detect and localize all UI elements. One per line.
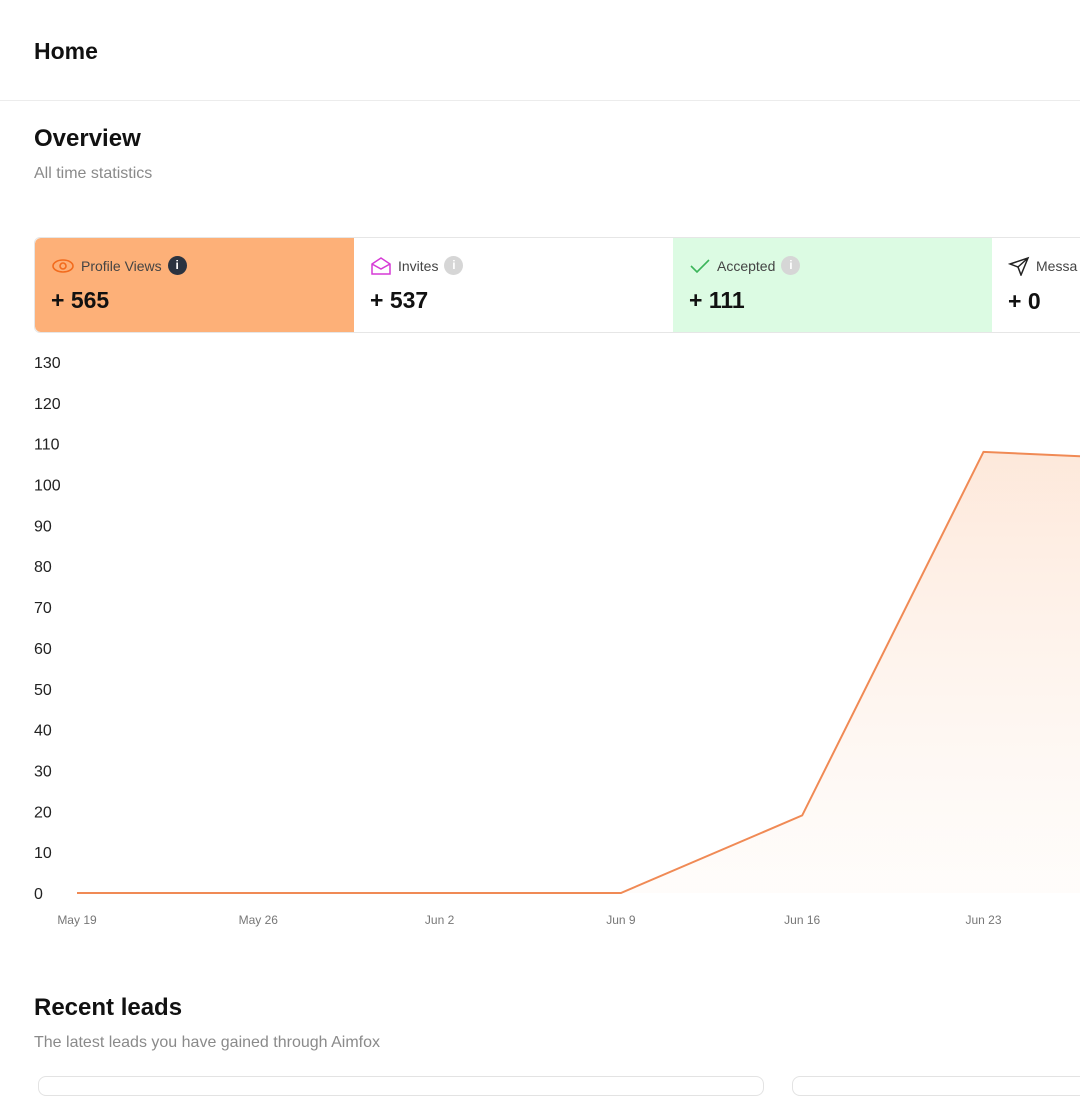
y-tick-label: 30	[34, 763, 52, 780]
y-tick-label: 110	[34, 437, 60, 454]
series-area	[77, 451, 1080, 893]
overview-title: Overview	[34, 125, 141, 152]
y-tick-label: 130	[34, 355, 61, 372]
stat-tab-profile-views[interactable]: Profile Views i + 565	[35, 238, 354, 332]
lead-card[interactable]	[792, 1076, 1080, 1096]
stat-label: Messa	[1036, 258, 1078, 274]
y-tick-label: 120	[34, 396, 61, 413]
stat-value: + 537	[370, 287, 429, 313]
stat-value: + 565	[51, 287, 110, 313]
lead-card[interactable]	[38, 1076, 764, 1096]
stat-value: + 0	[1008, 288, 1041, 314]
y-tick-label: 40	[34, 723, 52, 740]
x-tick-label: Jun 23	[965, 913, 1001, 927]
info-icon[interactable]: i	[167, 256, 187, 275]
y-tick-label: 90	[34, 518, 52, 535]
page-title: Home	[34, 38, 98, 64]
stat-label: Accepted	[717, 257, 776, 274]
info-icon[interactable]: i	[444, 256, 464, 275]
y-tick-label: 100	[34, 478, 61, 495]
stats-tabs: Profile Views i + 565 Invites i + 537 Acce…	[34, 237, 1080, 333]
y-tick-label: 0	[34, 886, 43, 903]
envelope-open-icon	[371, 256, 391, 275]
x-tick-label: Jun 9	[606, 913, 636, 927]
y-tick-label: 10	[34, 845, 52, 862]
y-tick-label: 20	[34, 804, 52, 821]
series-line	[77, 450, 1080, 894]
recent-leads-title: Recent leads	[34, 994, 183, 1021]
y-tick-label: 60	[34, 641, 52, 658]
profile-views-chart: 0 10 20 30 40 50 60 70 80 90 100 110 120 130 May 19 May…	[34, 355, 1080, 927]
check-icon	[690, 258, 710, 273]
top-bar: Home	[0, 0, 1080, 101]
overview-subtitle: All time statistics	[34, 165, 153, 182]
y-tick-label: 80	[34, 559, 52, 576]
stat-value: + 111	[689, 287, 745, 313]
recent-leads-subtitle: The latest leads you have gained through…	[34, 1034, 380, 1051]
info-icon[interactable]: i	[781, 256, 801, 275]
stat-tab-invites[interactable]: Invites i + 537	[354, 238, 673, 332]
stat-tab-accepted[interactable]: Accepted i + 111	[673, 238, 992, 332]
x-tick-label: May 26	[239, 913, 279, 927]
y-tick-label: 70	[34, 600, 52, 617]
x-tick-label: Jun 16	[784, 913, 820, 927]
send-icon	[1008, 256, 1030, 276]
y-tick-label: 50	[34, 682, 52, 699]
stat-label: Profile Views	[81, 257, 162, 274]
x-tick-label: Jun 2	[425, 913, 455, 927]
eye-icon	[52, 258, 74, 273]
stat-tab-messages[interactable]: Messa + 0	[992, 238, 1080, 332]
x-tick-label: May 19	[57, 913, 97, 927]
stat-label: Invites	[398, 257, 439, 274]
